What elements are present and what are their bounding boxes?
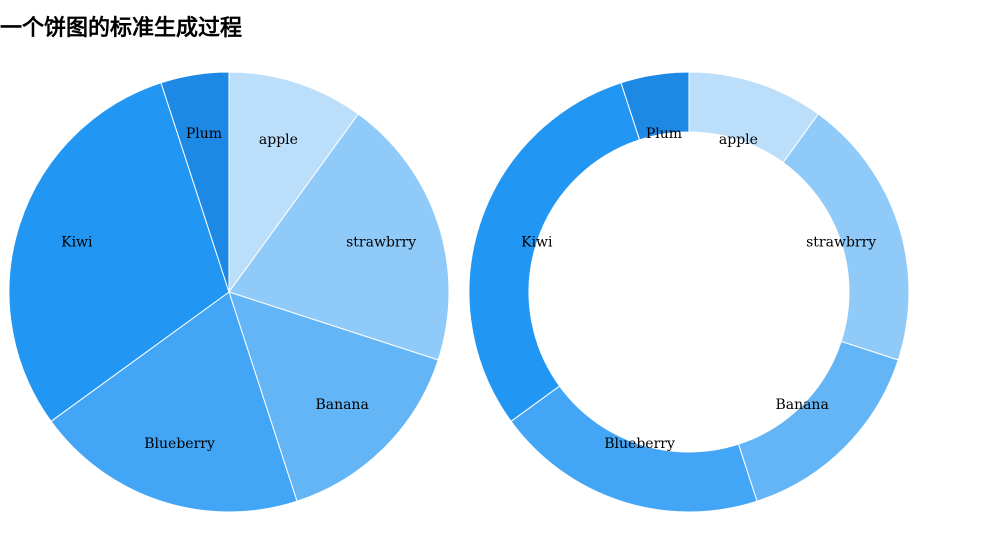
pie-slice-kiwi [8,82,230,423]
pie-label-banana: Banana [315,397,368,413]
donut-label-apple: apple [719,132,758,148]
donut-label-kiwi: Kiwi [521,235,553,251]
donut-slice-kiwi [468,82,641,423]
page-title: 一个饼图的标准生成过程 [0,15,243,41]
pie-label-strawbrry: strawbrry [346,235,416,251]
donut-label-plum: Plum [646,126,682,142]
pie-label-blueberry: Blueberry [144,436,215,452]
pie-chart-donut: apple strawbrry Banana Blueberry Kiwi Plum [468,71,910,513]
donut-slice-plum [620,71,690,141]
pie-slice-banana [228,291,439,502]
pie-label-plum: Plum [186,126,222,142]
donut-label-strawbrry: strawbrry [806,235,876,251]
pie-label-apple: apple [259,132,298,148]
pie-slice-apple [228,71,360,294]
pie-slice-blueberry [50,291,298,513]
donut-label-blueberry: Blueberry [604,436,675,452]
pie-chart-full: apple strawbrry Banana Blueberry Kiwi Plum [8,71,450,513]
pie-slice-plum [160,71,230,293]
donut-label-banana: Banana [775,397,828,413]
pie-label-kiwi: Kiwi [61,235,93,251]
donut-slice-banana [737,340,899,502]
pie-slice-strawbrry [228,113,450,361]
